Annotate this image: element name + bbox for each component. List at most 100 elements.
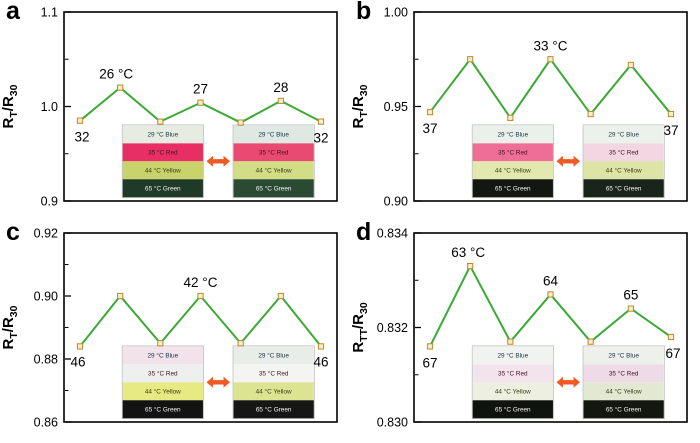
data-point xyxy=(197,99,204,106)
y-tick-label: 0.86 xyxy=(34,415,58,429)
point-annotation: 37 xyxy=(422,121,437,136)
strip-label: 44 °C Yellow xyxy=(495,388,531,396)
strip-label: 44 °C Yellow xyxy=(256,388,292,396)
point-annotation: 65 xyxy=(623,288,638,303)
chart-a: 29 °C Blue 35 °C Red 44 °C Yellow 65 °C Gre… xyxy=(0,0,350,221)
color-strip xyxy=(122,125,203,144)
color-strip xyxy=(472,161,553,180)
color-strip xyxy=(583,179,664,198)
point-annotation: 26 °C xyxy=(99,67,133,82)
strip-label: 44 °C Yellow xyxy=(606,167,642,175)
color-strip xyxy=(233,179,314,198)
inset-photo: 29 °C Blue 35 °C Red 44 °C Yellow 65 °C Gre… xyxy=(121,345,315,420)
data-point xyxy=(667,333,675,341)
plot-frame xyxy=(63,11,338,202)
data-line xyxy=(79,295,322,348)
data-point xyxy=(197,292,204,300)
color-strip xyxy=(233,161,314,180)
y-tick-label: 0.9 xyxy=(41,194,58,208)
data-point xyxy=(587,110,594,118)
color-strip xyxy=(233,125,314,144)
strip-label: 29 °C Blue xyxy=(498,352,529,360)
chart-c: 29 °C Blue 35 °C Red 44 °C Yellow 65 °C Gre… xyxy=(0,221,350,443)
color-strip xyxy=(583,125,664,144)
data-point xyxy=(547,291,554,298)
strip-label: 44 °C Yellow xyxy=(145,388,181,396)
y-tick-label: 0.88 xyxy=(34,352,58,366)
data-point xyxy=(237,340,244,347)
strip-label: 35 °C Red xyxy=(609,149,639,157)
strip-label: 65 °C Green xyxy=(256,185,292,193)
y-axis-label: RT/R30 xyxy=(0,84,20,128)
data-point xyxy=(237,119,244,126)
color-strip xyxy=(122,143,203,162)
point-annotation: 67 xyxy=(665,346,680,361)
data-point xyxy=(667,110,675,118)
point-annotation: 32 xyxy=(313,131,328,146)
data-point xyxy=(117,292,124,300)
data-point xyxy=(277,97,284,104)
data-point xyxy=(157,340,164,347)
data-point xyxy=(627,61,634,69)
color-strip xyxy=(583,382,664,401)
strip-label: 29 °C Blue xyxy=(608,131,639,139)
y-tick-label: 1.00 xyxy=(384,5,408,19)
color-strip xyxy=(472,143,553,162)
strip-label: 35 °C Red xyxy=(148,149,178,157)
y-tick-label: 0.95 xyxy=(384,100,408,114)
data-point xyxy=(627,305,634,312)
color-strip xyxy=(122,346,203,365)
point-annotation: 28 xyxy=(273,80,288,95)
chart-d: 29 °C Blue 35 °C Red 44 °C Yellow 65 °C Gre… xyxy=(350,221,700,443)
chart-svg-c: 29 °C Blue 35 °C Red 44 °C Yellow 65 °C Gre… xyxy=(0,226,338,429)
color-strip xyxy=(583,364,664,383)
strip-label: 35 °C Red xyxy=(609,370,639,378)
strip-label: 44 °C Yellow xyxy=(145,167,181,175)
strip-label: 65 °C Green xyxy=(606,406,642,414)
exchange-arrow-icon xyxy=(556,155,581,167)
y-axis-label: RT/R30 xyxy=(0,305,20,349)
panel-letter-b: b xyxy=(356,0,372,25)
strip-label: 65 °C Green xyxy=(606,185,642,193)
plot-frame xyxy=(63,232,338,423)
strip-label: 35 °C Red xyxy=(498,370,528,378)
color-strip xyxy=(472,179,553,198)
point-annotation: 64 xyxy=(543,273,559,288)
strip-label: 29 °C Blue xyxy=(148,352,179,360)
chart-b: 29 °C Blue 35 °C Red 44 °C Yellow 65 °C Gre… xyxy=(350,0,700,221)
plot-frame xyxy=(413,232,688,423)
data-point xyxy=(277,292,284,300)
panel-c: c 29 °C Blue 35 °C Red 44 °C Yellow 65 °C G… xyxy=(0,221,350,443)
strip-label: 65 °C Green xyxy=(256,406,292,414)
data-point xyxy=(76,117,84,124)
color-strip xyxy=(583,346,664,365)
color-strip xyxy=(472,125,553,144)
strip-label: 44 °C Yellow xyxy=(495,167,531,175)
panel-d: d 29 °C Blue 35 °C Red 44 °C Yellow 65 °C G… xyxy=(350,221,700,443)
y-tick-label: 0.834 xyxy=(377,226,408,240)
strip-label: 65 °C Green xyxy=(495,185,531,193)
color-strip xyxy=(122,382,203,401)
strip-label: 29 °C Blue xyxy=(498,131,529,139)
y-tick-label: 0.832 xyxy=(377,321,408,335)
strip-label: 65 °C Green xyxy=(145,185,181,193)
chart-svg-b: 29 °C Blue 35 °C Red 44 °C Yellow 65 °C Gre… xyxy=(350,5,688,208)
chart-svg-d: 29 °C Blue 35 °C Red 44 °C Yellow 65 °C Gre… xyxy=(350,226,688,429)
strip-label: 29 °C Blue xyxy=(608,352,639,360)
exchange-arrow-icon xyxy=(206,155,231,167)
y-axis-label: RT/R30 xyxy=(350,84,370,128)
color-strip xyxy=(583,143,664,162)
y-tick-label: 1.1 xyxy=(41,5,58,19)
color-strip xyxy=(472,364,553,383)
data-point xyxy=(507,338,514,345)
data-point xyxy=(426,343,434,350)
data-point xyxy=(157,118,164,125)
chart-svg-a: 29 °C Blue 35 °C Red 44 °C Yellow 65 °C Gre… xyxy=(0,5,338,208)
data-line xyxy=(429,58,672,119)
color-strip xyxy=(583,161,664,180)
data-point xyxy=(317,118,325,125)
panel-letter-c: c xyxy=(6,221,20,246)
data-point xyxy=(76,343,84,350)
color-strip xyxy=(233,143,314,162)
